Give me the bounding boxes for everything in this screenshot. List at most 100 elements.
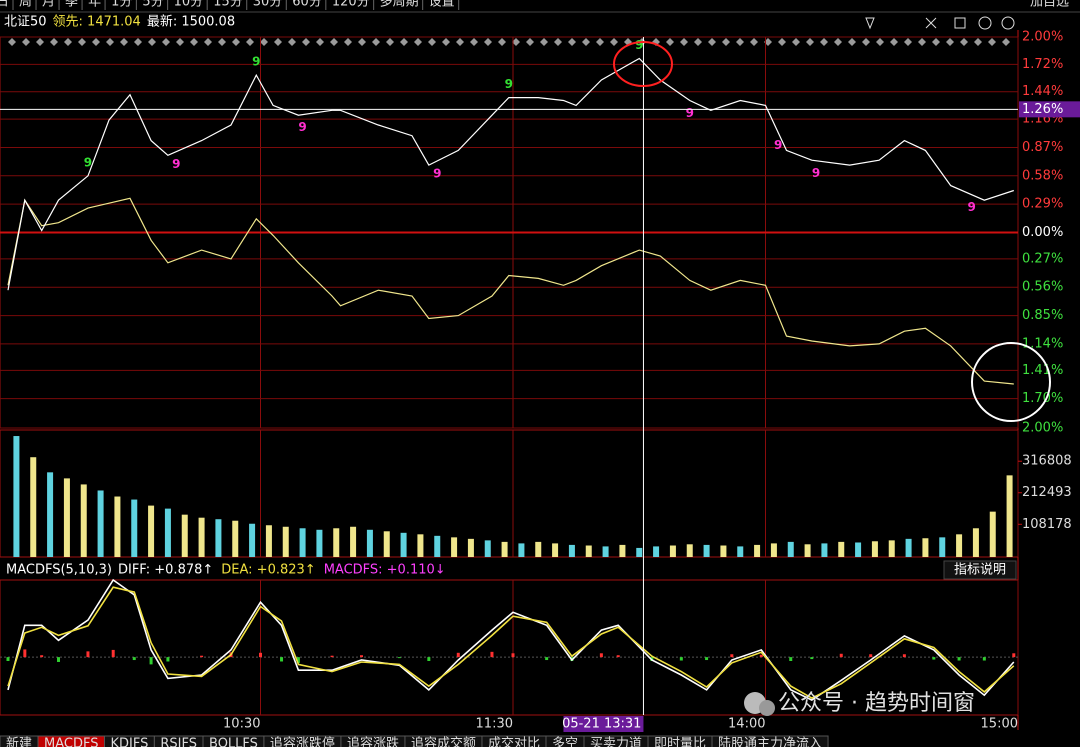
- macd-bar: [679, 657, 683, 661]
- indicator-tab[interactable]: 新建: [6, 736, 32, 747]
- period-tab[interactable]: 30分: [253, 0, 283, 10]
- signal-diamond: [708, 38, 716, 46]
- period-tab[interactable]: 设置: [429, 0, 455, 10]
- indicator-tab[interactable]: 买卖力道: [590, 737, 642, 747]
- indicator-tab[interactable]: 陆股通主力净流入: [718, 736, 822, 747]
- volume-bar: [484, 540, 491, 557]
- signal-diamond: [694, 38, 702, 46]
- indicator-tab[interactable]: 成交对比: [488, 736, 540, 747]
- macd-bar: [166, 657, 170, 662]
- td-count: 9: [774, 138, 782, 152]
- volume-bar: [434, 535, 441, 557]
- volume-bar: [131, 499, 138, 557]
- signal-diamond: [246, 38, 254, 46]
- signal-diamond: [862, 38, 870, 46]
- info-text: 领先: 1471.04: [53, 15, 141, 30]
- y-tick-label: 1.41%: [1022, 363, 1063, 378]
- macd-bar: [599, 653, 603, 658]
- indicator-tab[interactable]: MACDFS: [44, 737, 98, 747]
- help-button[interactable]: 指标说明: [954, 563, 1006, 578]
- signal-diamond: [400, 38, 408, 46]
- macd-bar: [810, 657, 814, 660]
- volume-bar: [585, 545, 592, 557]
- volume-bar: [602, 546, 609, 557]
- price-line: [7, 197, 1014, 385]
- volume-bar: [282, 526, 289, 557]
- period-tab[interactable]: 1分: [111, 0, 132, 10]
- macd-bar: [427, 657, 431, 661]
- indicator-tab[interactable]: 追容涨跌停: [270, 736, 335, 747]
- signal-diamond: [134, 38, 142, 46]
- indicator-value: MACDFS: +0.110↓: [324, 563, 446, 578]
- panel-icon[interactable]: [954, 17, 966, 29]
- volume-bar: [215, 519, 222, 557]
- volume-bar: [636, 547, 643, 557]
- signal-diamond: [904, 38, 912, 46]
- cursor-y-box: [1019, 101, 1080, 118]
- period-tab[interactable]: 60分: [292, 0, 322, 10]
- volume-bar: [619, 544, 626, 557]
- signal-diamond: [848, 38, 856, 46]
- signal-diamond: [176, 38, 184, 46]
- info-text: 北证50: [4, 15, 47, 30]
- y-tick-label: 108178: [1022, 517, 1072, 532]
- indicator-tab[interactable]: KDJFS: [111, 737, 149, 747]
- signal-diamond: [218, 38, 226, 46]
- volume-bar: [653, 546, 660, 557]
- period-tab[interactable]: 5分: [142, 0, 163, 10]
- zoom-out-icon[interactable]: [1001, 16, 1015, 30]
- volume-bar: [13, 436, 20, 557]
- macd-bar: [280, 657, 284, 662]
- volume-bar: [383, 531, 390, 557]
- signal-diamond: [372, 38, 380, 46]
- y-tick-label: 0.56%: [1022, 280, 1063, 295]
- period-tab[interactable]: 季: [65, 0, 78, 10]
- signal-diamond: [120, 38, 128, 46]
- period-tab[interactable]: 15分: [213, 0, 243, 10]
- volume-bar: [787, 541, 794, 557]
- macd-bar: [490, 651, 494, 658]
- period-tab[interactable]: 月: [42, 0, 55, 10]
- signal-diamond: [288, 38, 296, 46]
- zoom-in-icon[interactable]: [978, 16, 992, 30]
- volume-bar: [265, 525, 272, 557]
- price-line: [7, 57, 1014, 291]
- volume-bar: [888, 540, 895, 557]
- indicator-tab[interactable]: 追容成交额: [411, 736, 476, 747]
- cut-icon[interactable]: [925, 17, 937, 29]
- watermark: 公众号 · 趋势时间窗: [778, 691, 975, 716]
- signal-diamond: [330, 38, 338, 46]
- indicator-tab[interactable]: 追容涨跌: [347, 736, 399, 747]
- indicator-tab[interactable]: 多空: [552, 736, 578, 747]
- period-tab[interactable]: 日: [0, 0, 9, 10]
- td-count: 9: [686, 106, 694, 120]
- signal-diamond: [106, 38, 114, 46]
- signal-diamond: [722, 38, 730, 46]
- signal-diamond: [890, 38, 898, 46]
- highlight-ellipse: [613, 41, 673, 87]
- indicator-tab[interactable]: BOLLFS: [209, 737, 258, 747]
- macd-bar: [511, 653, 515, 658]
- volume-bar: [703, 544, 710, 557]
- signal-diamond: [596, 38, 604, 46]
- period-tab[interactable]: 周: [19, 0, 32, 10]
- volume-bar: [80, 484, 87, 557]
- filter-icon[interactable]: [865, 17, 875, 30]
- signal-diamond: [64, 38, 72, 46]
- period-tab[interactable]: 年: [88, 0, 101, 10]
- signal-diamond: [498, 38, 506, 46]
- macd-bar: [957, 657, 961, 661]
- volume-bar: [737, 546, 744, 557]
- signal-diamond: [232, 38, 240, 46]
- indicator-tab[interactable]: 即时量比: [654, 737, 706, 747]
- toolbar-button[interactable]: 加自选: [1030, 0, 1069, 10]
- macd-bar: [616, 655, 620, 658]
- period-tab[interactable]: 10分: [174, 0, 204, 10]
- y-tick-label: 0.29%: [1022, 197, 1063, 212]
- period-tab[interactable]: 120分: [332, 0, 370, 10]
- period-tab[interactable]: 多周期: [380, 0, 419, 10]
- macd-bar: [397, 657, 401, 659]
- indicator-tab[interactable]: RSIFS: [160, 737, 197, 747]
- volume-bar: [972, 528, 979, 557]
